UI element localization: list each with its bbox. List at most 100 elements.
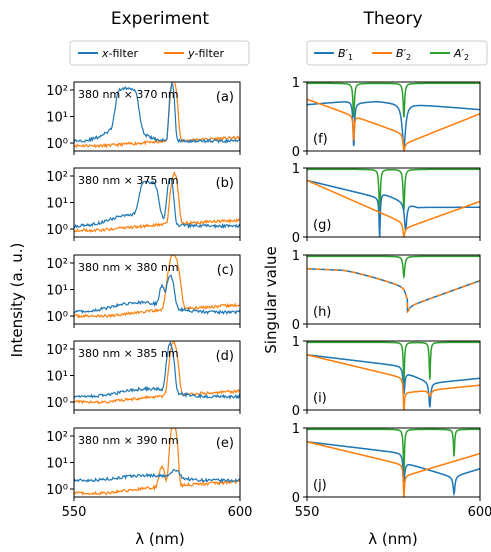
y-filter-series-line [74,82,240,149]
y-tick-label: 1 [292,76,300,91]
experiment-title: Experiment [111,9,210,29]
sample-size-annotation: 380 nm × 385 nm [78,347,179,360]
y-tick-label: 1 [292,422,300,437]
x-filter-series-line [74,82,240,144]
x-filter-series-line [74,341,240,400]
y-tick-label: 1 [292,249,300,264]
experiment-panel-c: 10⁰ 10¹ 10² 380 nm × 380 nm (c) [46,254,241,328]
legend-b1-sub: 1 [348,53,353,62]
experiment-x-axis-label: λ (nm) [135,530,184,548]
experiment-legend: x-filter y-filter [69,40,250,66]
y-tick-label: 10¹ [46,197,68,212]
theory-legend-frame [306,40,488,66]
b2-series-line [307,268,480,314]
legend-x-italic: x [101,47,109,60]
b2-series-line [307,441,480,498]
a2-series-line [307,255,480,280]
y-tick-label: 10¹ [46,457,68,472]
y-tick-label: 10² [46,170,68,185]
y-tick-label: 10⁰ [46,137,68,152]
x-tick-label: 550 [295,505,320,520]
sample-size-annotation: 380 nm × 370 nm [78,88,179,101]
theory-axes-frame [306,254,481,325]
experiment-legend-frame [69,40,250,66]
theory-panel-j: 0 1 (j) [292,422,481,506]
y-tick-label: 0 [292,318,300,333]
y-tick-label: 10² [46,430,68,445]
y-filter-series-line [74,170,240,234]
sample-size-annotation: 380 nm × 390 nm [78,434,179,447]
theory-panel-g: 0 1 (g) [292,162,481,246]
a2-series-line [307,168,480,224]
theory-axes-frame [306,340,481,411]
b2-series-line [307,98,480,152]
y-tick-label: 10² [46,84,68,99]
theory-axes-frame [306,81,481,152]
y-tick-label: 0 [292,145,300,160]
sample-size-annotation: 380 nm × 380 nm [78,261,179,274]
theory-panel-f: 0 1 (f) [292,76,481,160]
b1-series-line [307,100,480,148]
panel-label: (f) [313,132,328,147]
y-tick-label: 0 [292,231,300,246]
a2-series-line [307,341,480,384]
a2-series-line [307,428,480,474]
theory-legend: B′1 B′2 A′2 [306,40,488,66]
theory-y-axis-label: Singular value [262,246,280,354]
legend-a2-sub: 2 [464,53,469,62]
panel-label: (e) [216,436,234,451]
x-tick-label: 600 [228,505,253,520]
sample-size-annotation: 380 nm × 375 nm [78,174,179,187]
x-tick-label: 550 [62,505,87,520]
y-tick-label: 1 [292,162,300,177]
y-tick-label: 10⁰ [46,223,68,238]
theory-panel-i: 0 1 (i) [292,335,481,419]
y-tick-label: 0 [292,491,300,506]
theory-title: Theory [362,9,422,29]
legend-b2-sub: 2 [406,53,411,62]
experiment-panel-d: 10⁰ 10¹ 10² 380 nm × 385 nm (d) [46,340,241,414]
y-tick-label: 10¹ [46,370,68,385]
legend-label-y-filter: y-filter [187,47,225,60]
legend-y-italic: y [187,47,195,60]
y-filter-series-line [74,255,240,319]
experiment-panel-a: 10⁰ 10¹ 10² 380 nm × 370 nm (a) [46,81,241,155]
theory-axes-frame [306,427,481,498]
y-tick-label: 10⁰ [46,396,68,411]
theory-axes-frame [306,167,481,238]
legend-label-x-filter: x-filter [101,47,139,60]
b1-series-line [307,179,480,238]
y-tick-label: 10⁰ [46,483,68,498]
experiment-panel-e: 10⁰ 10¹ 10² 380 nm × 390 nm (e) [46,427,241,501]
panel-label: (i) [313,391,327,406]
theory-x-axis-label: λ (nm) [368,530,417,548]
b2-series-line [307,179,480,238]
x-tick-label: 600 [468,505,491,520]
b2-series-line [307,354,480,411]
y-tick-label: 10² [46,343,68,358]
y-filter-series-line [74,341,240,405]
x-filter-series-line [74,177,240,230]
y-filter-series-line [74,428,240,496]
x-filter-series-line [74,274,240,316]
panel-label: (c) [217,263,234,278]
panel-label: (h) [313,305,331,320]
y-tick-label: 10² [46,257,68,272]
y-tick-label: 1 [292,335,300,350]
x-filter-series-line [74,468,240,484]
panel-label: (a) [216,90,234,105]
b1-series-line [307,441,480,497]
panel-label: (j) [313,478,327,493]
panel-label: (b) [216,176,234,191]
y-tick-label: 10⁰ [46,310,68,325]
panel-label: (d) [216,349,234,364]
b1-series-line [307,354,480,408]
panel-label: (g) [313,218,331,233]
experiment-y-axis-label: Intensity (a. u.) [8,243,26,358]
a2-series-line [307,82,480,118]
theory-panel-h: 0 1 (h) [292,249,481,333]
experiment-panel-b: 10⁰ 10¹ 10² 380 nm × 375 nm (b) [46,167,241,241]
y-tick-label: 10¹ [46,284,68,299]
